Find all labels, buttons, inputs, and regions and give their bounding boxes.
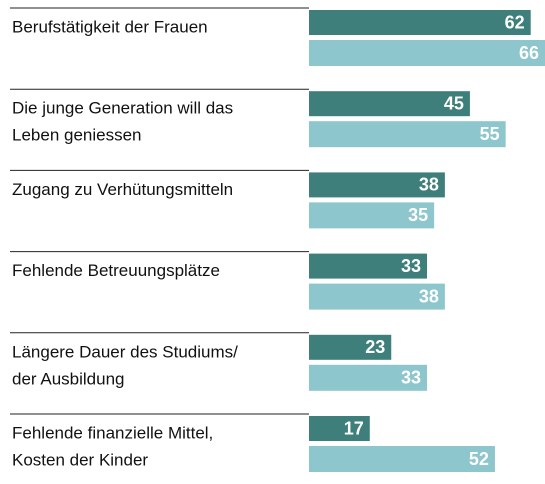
value-label: 23 xyxy=(365,337,385,357)
value-label: 55 xyxy=(480,124,500,144)
value-label: 35 xyxy=(408,205,428,225)
bar xyxy=(309,10,531,35)
bar xyxy=(309,446,495,472)
category-label: der Ausbildung xyxy=(12,369,124,388)
bar xyxy=(309,416,370,441)
bar xyxy=(309,40,545,66)
value-label: 38 xyxy=(419,175,439,195)
category-label: Fehlende finanzielle Mittel, xyxy=(12,423,213,442)
category-label: Die junge Generation will das xyxy=(12,99,233,118)
bar xyxy=(309,121,506,148)
category-label: Zugang zu Verhütungsmitteln xyxy=(12,180,233,199)
category-label: Kosten der Kinder xyxy=(12,450,148,469)
value-label: 38 xyxy=(419,286,439,306)
bar xyxy=(309,283,445,310)
category-label: Berufstätigkeit der Frauen xyxy=(12,17,208,36)
category-label: Längere Dauer des Studiums/ xyxy=(12,342,238,361)
value-label: 66 xyxy=(519,43,539,63)
value-label: 52 xyxy=(469,449,489,469)
value-label: 45 xyxy=(444,93,464,113)
category-label: Leben geniessen xyxy=(12,126,142,145)
bar xyxy=(309,202,435,229)
value-label: 17 xyxy=(344,418,364,438)
bar xyxy=(309,364,427,391)
bar xyxy=(309,91,470,117)
bar xyxy=(309,334,392,360)
value-label: 33 xyxy=(401,256,421,276)
bar xyxy=(309,253,427,279)
value-label: 62 xyxy=(505,12,525,32)
bar xyxy=(309,172,445,198)
category-label: Fehlende Betreuungsplätze xyxy=(12,261,220,280)
value-label: 33 xyxy=(401,368,421,388)
